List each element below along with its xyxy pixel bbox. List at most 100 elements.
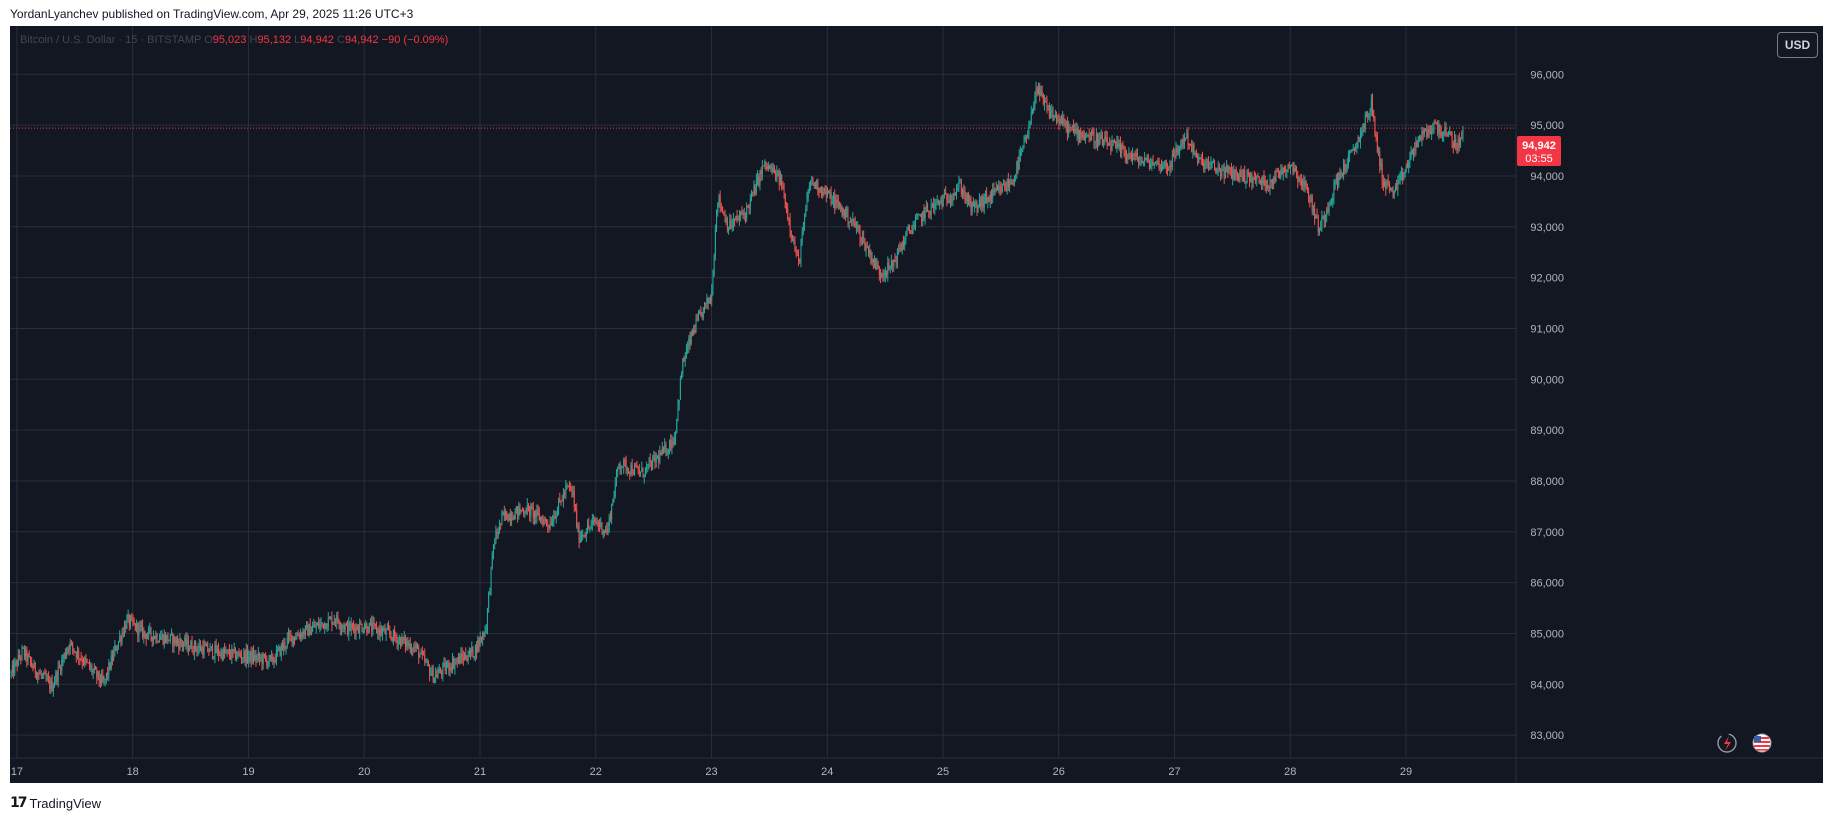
candle-body	[201, 647, 203, 651]
candle-body	[433, 677, 435, 683]
candle-body	[225, 652, 227, 654]
candle-body	[1315, 215, 1317, 219]
candle-body	[240, 656, 242, 659]
x-tick-label: 29	[1400, 766, 1412, 778]
candle-body	[1460, 137, 1462, 146]
candle-body	[1318, 229, 1320, 232]
candle-body	[48, 678, 50, 680]
candle-body	[1159, 164, 1161, 169]
candle-body	[476, 645, 478, 653]
candle-body	[1130, 153, 1132, 161]
candle-body	[1423, 130, 1425, 134]
candle-body	[271, 655, 273, 657]
candle-body	[80, 658, 82, 660]
candle-body	[177, 639, 179, 643]
candle-body	[165, 635, 167, 642]
candle-body	[321, 622, 323, 624]
candle-body	[811, 178, 813, 181]
symbol-description[interactable]: Bitcoin / U.S. Dollar · 15 · BITSTAMP	[20, 34, 202, 46]
candle-body	[138, 625, 140, 636]
candle-body	[1218, 167, 1220, 169]
candle-body	[743, 213, 745, 215]
candle-body	[1238, 174, 1240, 181]
tradingview-footer-logo[interactable]: 17 TradingView	[10, 795, 101, 811]
candle-body	[341, 627, 343, 629]
candle-body	[1400, 172, 1402, 175]
candle-body	[675, 432, 677, 439]
candle-body	[1052, 110, 1054, 120]
candle-body	[1388, 182, 1390, 188]
candle-body	[594, 519, 596, 522]
candle-body	[527, 505, 529, 507]
candle-body	[1443, 131, 1445, 136]
candle-body	[1076, 128, 1078, 134]
candle-body	[1298, 178, 1300, 182]
candle-body	[195, 641, 197, 649]
candle-body	[228, 650, 230, 656]
candle-body	[730, 220, 732, 228]
candle-body	[546, 519, 548, 524]
tradingview-brand: TradingView	[29, 795, 102, 811]
candle-body	[1034, 97, 1036, 106]
candle-body	[822, 192, 824, 196]
candle-body	[14, 662, 16, 674]
candle-body	[57, 666, 59, 681]
candle-body	[707, 297, 709, 304]
candle-body	[795, 250, 797, 255]
candle-body	[20, 657, 22, 659]
candle-body	[697, 314, 699, 320]
candle-body	[963, 190, 965, 194]
candle-body	[725, 218, 727, 223]
candle-body	[993, 189, 995, 192]
candle-body	[1372, 98, 1374, 112]
candle-body	[1107, 143, 1109, 146]
candle-body	[664, 444, 666, 450]
candle-body	[1402, 172, 1404, 181]
candle-body	[1257, 176, 1259, 178]
candle-body	[1246, 170, 1248, 182]
candle-body	[732, 219, 734, 226]
candle-body	[1208, 161, 1210, 168]
candle-body	[93, 667, 95, 671]
candle-body	[712, 276, 714, 291]
candle-body	[597, 522, 599, 526]
candle-body	[1245, 181, 1247, 183]
candle-body	[261, 657, 263, 665]
candle-body	[1103, 139, 1105, 145]
us-flag-icon[interactable]	[1752, 733, 1772, 753]
candle-body	[1440, 132, 1442, 136]
candle-body	[757, 176, 759, 180]
candle-body	[770, 166, 772, 169]
candle-body	[606, 528, 608, 534]
candle-body	[267, 662, 269, 666]
candle-body	[927, 205, 929, 211]
y-tick-label: 93,000	[1530, 222, 1564, 234]
candle-body	[245, 649, 247, 663]
candle-body	[10, 672, 12, 675]
candle-body	[947, 200, 949, 203]
candle-body	[808, 186, 810, 193]
candle-body	[1093, 134, 1095, 143]
candle-body	[1004, 184, 1006, 189]
candle-body	[976, 202, 978, 209]
candle-body	[308, 624, 310, 636]
candle-body	[378, 629, 380, 636]
lightning-icon[interactable]	[1717, 733, 1737, 753]
candle-body	[785, 208, 787, 210]
candle-body	[533, 511, 535, 519]
candle-body	[1385, 181, 1387, 189]
candle-body	[1197, 154, 1199, 164]
candle-body	[1445, 127, 1447, 136]
candle-body	[237, 652, 239, 658]
candle-body	[246, 649, 248, 661]
y-tick-label: 90,000	[1530, 374, 1564, 386]
currency-button[interactable]: USD	[1777, 32, 1818, 58]
candle-body	[631, 465, 633, 474]
candle-body	[492, 544, 494, 553]
candle-body	[473, 656, 475, 658]
candle-body	[91, 666, 93, 673]
candle-body	[205, 643, 207, 647]
candle-body	[517, 506, 519, 516]
candle-body	[696, 318, 698, 320]
